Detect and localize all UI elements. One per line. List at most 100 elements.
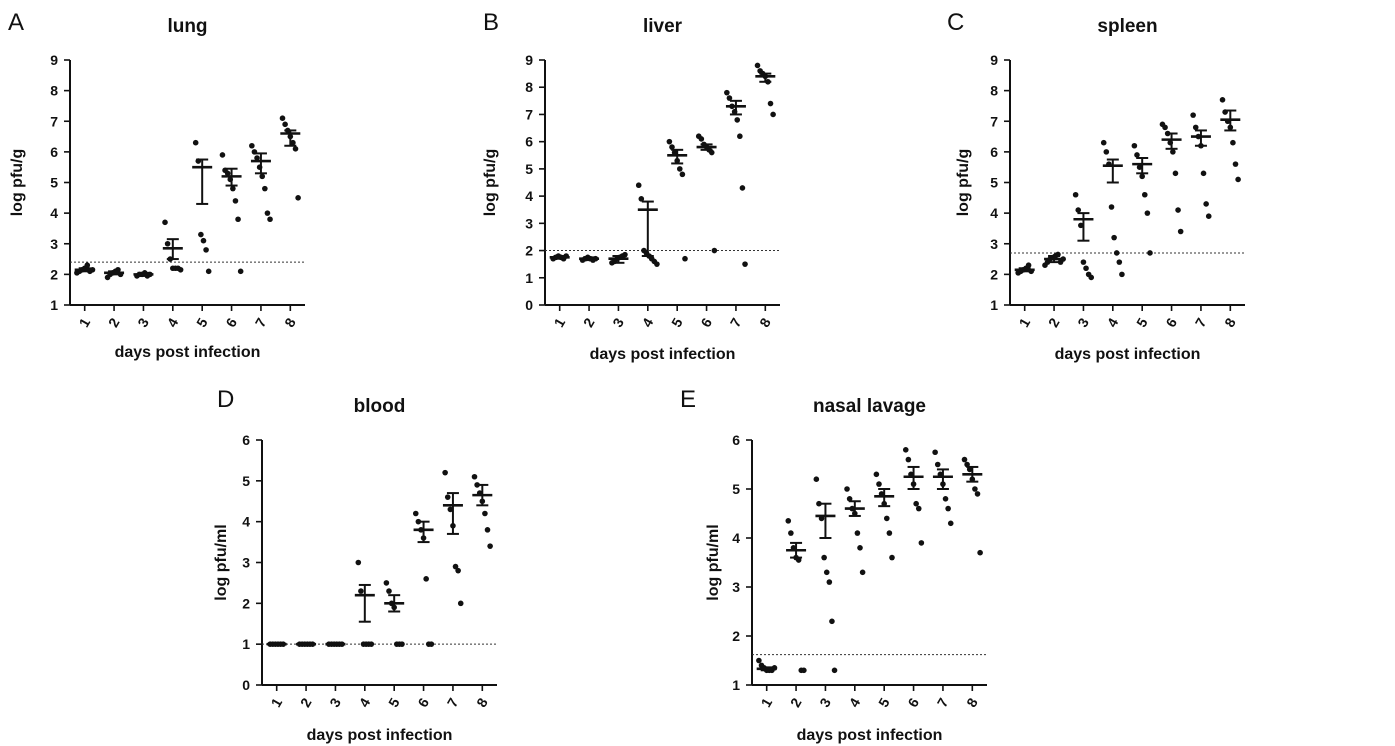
data-point (934, 461, 941, 468)
data-point (1232, 161, 1239, 167)
data-point (1111, 234, 1117, 241)
data-point (754, 62, 761, 69)
x-tick-label: 1 (757, 695, 775, 710)
x-tick-label: 8 (963, 695, 981, 710)
data-point (977, 549, 983, 556)
data-point (844, 486, 850, 492)
data-point (1131, 142, 1138, 149)
data-point (1230, 139, 1236, 146)
data-point (198, 231, 204, 238)
y-axis-label: log pfu/g (482, 149, 499, 217)
x-tick-label: 6 (222, 315, 240, 330)
data-point (1172, 170, 1179, 177)
data-point (801, 667, 807, 674)
y-axis-label: log pfu/g (955, 149, 972, 217)
x-tick-label: 4 (1104, 315, 1122, 330)
y-tick-label: 4 (242, 514, 250, 530)
y-tick-label: 1 (242, 636, 250, 652)
data-point (831, 667, 838, 674)
data-point (734, 117, 741, 123)
x-tick-label: 1 (1015, 315, 1033, 330)
y-tick-label: 2 (242, 595, 250, 611)
data-point (295, 195, 301, 201)
y-tick-label: 0 (242, 677, 250, 693)
chart-title: spleen (1097, 16, 1157, 37)
x-tick-label: 2 (105, 315, 123, 330)
y-tick-label: 3 (732, 579, 740, 595)
x-tick-label: 7 (444, 695, 462, 710)
panel-letter: E (680, 386, 696, 413)
x-tick-label: 5 (193, 315, 211, 330)
data-point (428, 641, 435, 647)
data-point (1134, 152, 1140, 158)
data-point (457, 600, 464, 607)
data-point (1075, 207, 1082, 213)
x-tick-label: 5 (668, 315, 686, 330)
y-tick-label: 1 (990, 297, 998, 313)
data-point (386, 588, 392, 594)
data-point (1147, 250, 1153, 256)
y-tick-label: 6 (525, 134, 533, 150)
data-point (846, 496, 853, 502)
x-tick-label: 5 (385, 695, 403, 710)
x-tick-label: 7 (252, 315, 270, 330)
data-point (767, 100, 774, 107)
data-point (412, 510, 419, 517)
data-point (267, 216, 273, 223)
data-point (676, 166, 683, 172)
data-point (918, 540, 925, 546)
data-point (383, 580, 390, 586)
data-point (219, 152, 226, 158)
data-point (886, 530, 893, 536)
x-tick-label: 2 (580, 315, 598, 330)
y-tick-label: 3 (50, 236, 58, 252)
data-point (282, 121, 288, 128)
x-tick-label: 8 (281, 315, 299, 330)
data-point (821, 554, 827, 561)
data-point (966, 466, 973, 473)
x-tick-label: 8 (1221, 315, 1239, 330)
y-axis-label: log pfu/ml (705, 524, 722, 600)
data-point (742, 261, 748, 267)
data-point (698, 136, 705, 142)
x-tick-label: 2 (1045, 315, 1063, 330)
data-point (1108, 204, 1115, 210)
data-point (942, 496, 949, 502)
y-tick-label: 3 (525, 215, 533, 231)
data-point (974, 491, 981, 497)
data-point (679, 171, 686, 178)
data-point (1192, 124, 1199, 131)
data-point (487, 543, 493, 549)
x-tick-label: 2 (787, 695, 805, 710)
data-point (682, 255, 688, 262)
y-tick-label: 8 (525, 79, 533, 95)
data-point (671, 149, 678, 156)
data-point (770, 111, 776, 118)
data-point (1175, 207, 1181, 213)
x-tick-label: 8 (756, 315, 774, 330)
data-point (447, 506, 454, 513)
data-point (1113, 250, 1120, 256)
x-axis-label: days post infection (590, 346, 736, 363)
x-tick-label: 4 (356, 695, 374, 710)
x-tick-label: 8 (473, 695, 491, 710)
y-tick-label: 4 (990, 205, 998, 221)
y-tick-label: 2 (525, 243, 533, 259)
y-tick-label: 6 (242, 432, 250, 448)
y-tick-label: 5 (990, 175, 998, 191)
data-point (230, 185, 236, 192)
data-point (816, 500, 822, 507)
y-tick-label: 5 (525, 161, 533, 177)
data-point (484, 527, 491, 533)
data-point (823, 569, 830, 576)
data-point (961, 456, 968, 463)
y-tick-label: 5 (242, 473, 250, 489)
data-point (1177, 228, 1184, 235)
y-tick-label: 0 (525, 297, 533, 313)
data-point (859, 569, 866, 576)
x-tick-label: 4 (164, 315, 182, 330)
